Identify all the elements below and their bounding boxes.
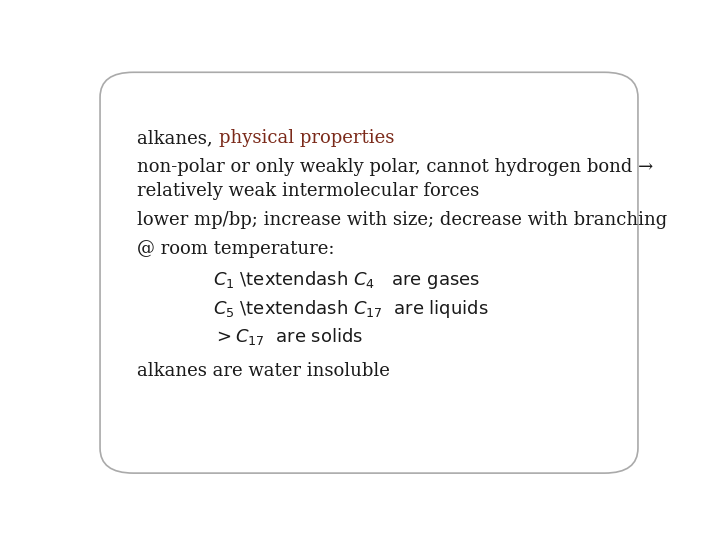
Text: @ room temperature:: @ room temperature:: [138, 240, 335, 258]
Text: alkanes,: alkanes,: [138, 129, 219, 147]
FancyBboxPatch shape: [100, 72, 638, 473]
Text: physical properties: physical properties: [219, 129, 394, 147]
Text: $C_1$ \textendash $C_4$   are gases: $C_1$ \textendash $C_4$ are gases: [213, 269, 480, 292]
Text: alkanes are water insoluble: alkanes are water insoluble: [138, 362, 390, 380]
Text: relatively weak intermolecular forces: relatively weak intermolecular forces: [138, 182, 480, 200]
Text: lower mp/bp; increase with size; decrease with branching: lower mp/bp; increase with size; decreas…: [138, 211, 667, 229]
Text: non-polar or only weakly polar, cannot hydrogen bond →: non-polar or only weakly polar, cannot h…: [138, 158, 654, 177]
Text: $C_5$ \textendash $C_{17}$  are liquids: $C_5$ \textendash $C_{17}$ are liquids: [213, 298, 488, 320]
Text: $> C_{17}$  are solids: $> C_{17}$ are solids: [213, 326, 363, 347]
